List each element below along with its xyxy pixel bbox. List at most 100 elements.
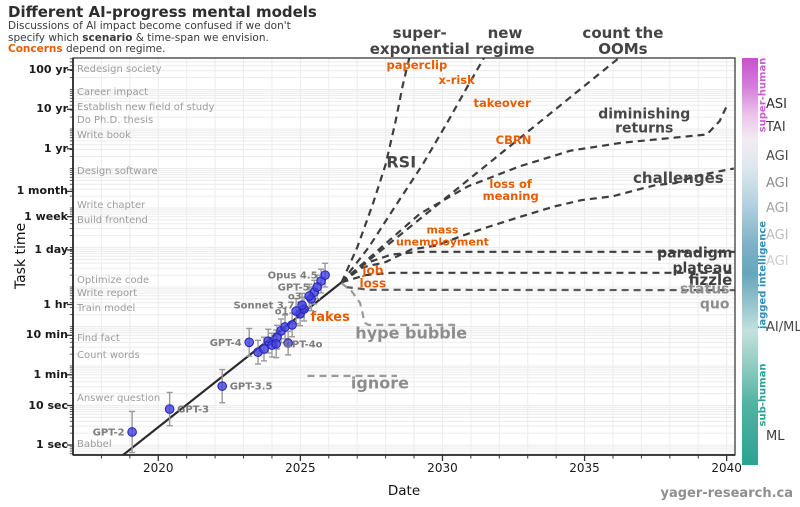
subtitle-segment: depend on regime.: [62, 43, 166, 55]
axis-ticks: [67, 58, 728, 461]
scenario-line-challenges: [340, 167, 735, 284]
data-point-gpt-5: [312, 282, 322, 292]
gridlines: [73, 58, 735, 455]
annotation: status quo: [680, 281, 730, 313]
data-point: [259, 344, 269, 354]
subtitle-segment: & time-span we envision.: [132, 31, 269, 44]
y-tick-label: 1 sec: [35, 438, 68, 451]
subtitle-segment: specify which: [8, 31, 83, 44]
y-tick-label: 1 month: [16, 184, 68, 198]
scenario-line-status-quo: [345, 285, 735, 292]
scenario-line-super-exponential: [340, 58, 411, 283]
annotation: challenges: [633, 169, 724, 188]
band-label: AGI: [766, 227, 789, 243]
intelligence-colorbar: [742, 58, 758, 465]
model-label-o3: o3: [288, 292, 302, 303]
model-label-gpt-3: GPT-3: [177, 405, 209, 416]
data-point-gpt-2: [127, 427, 137, 437]
x-tick-label: 2020: [142, 461, 174, 475]
band-label: AI/ML: [766, 319, 800, 335]
task-label: Establish new field of study: [77, 101, 215, 113]
y-axis-label: Task time: [13, 222, 29, 290]
chart-subtitle-line: specify which scenario & time-span we en…: [8, 31, 269, 45]
band-label: AGI: [766, 253, 789, 269]
scenario-line-hype-bubble: [340, 282, 456, 326]
task-label: Train model: [77, 303, 136, 315]
x-tick-label: 2035: [569, 461, 600, 475]
annotation: fizzle: [688, 271, 733, 290]
scenario-line-new-regime: [340, 58, 486, 283]
x-tick-label: 2025: [285, 461, 316, 475]
regime-label: count the OOMs: [582, 24, 664, 59]
task-label: Write chapter: [77, 199, 146, 211]
y-tick-label: 1 day: [34, 242, 68, 256]
task-label: Optimize code: [77, 275, 150, 287]
annotation: fakes: [310, 310, 350, 326]
annotation: paradigm plateau: [657, 245, 733, 277]
subtitle-segment: Concerns: [8, 43, 63, 55]
scenario-curves: [121, 58, 735, 455]
task-label: Career impact: [77, 86, 149, 98]
annotation: RSI: [386, 152, 417, 172]
task-label: Design software: [77, 166, 158, 178]
subtitle-segment: scenario: [82, 31, 133, 44]
annotation: paperclip: [386, 57, 448, 72]
annotation: job loss: [359, 263, 387, 291]
task-label: Do Ph.D. thesis: [77, 114, 154, 126]
x-tick-label: 2030: [427, 461, 458, 475]
scenario-line-count-the-ooms: [340, 58, 621, 284]
annotation: takeover: [473, 95, 531, 110]
task-label: Write report: [77, 287, 138, 299]
annotation: loss of meaning: [482, 177, 539, 204]
y-tick-label: 1 yr: [43, 141, 68, 155]
band-bar-text: jagged intelligence: [757, 220, 769, 329]
data-point-gpt-4: [244, 337, 255, 348]
data-point: [287, 320, 297, 330]
band-label: AGI: [766, 148, 789, 164]
annotation: CBRN: [495, 132, 532, 147]
task-label: Write book: [77, 129, 131, 141]
data-point-sonnet-3-7: [297, 300, 307, 310]
band-label: AGI: [766, 176, 789, 192]
model-label-gpt-3-5: GPT-3.5: [230, 382, 273, 393]
task-label: Find fact: [77, 332, 120, 344]
data-point-gpt-3-5: [217, 381, 228, 391]
watermark: yager-research.ca: [660, 486, 793, 501]
y-tick-label: 10 sec: [28, 398, 68, 412]
data-point-gpt-3: [164, 404, 175, 414]
model-label-opus-4-5: Opus 4.5: [268, 271, 318, 282]
model-label-gpt-4: GPT-4: [210, 338, 242, 349]
y-tick-label: 10 yr: [36, 102, 68, 116]
scenario-line-diminishing-returns: [340, 102, 730, 284]
task-label: Answer question: [77, 392, 161, 404]
task-label: Babbel: [77, 438, 112, 450]
model-label-gpt-4o: GPT-4o: [284, 339, 323, 350]
band-label: ML: [766, 428, 785, 444]
data-point-gpt-4o: [271, 339, 282, 349]
chart-subtitle-line: Discussions of AI impact become confused…: [8, 20, 291, 33]
model-label-sonnet-3-7: Sonnet 3.7: [233, 301, 294, 312]
subtitle-segment: Discussions of AI impact become confused…: [8, 20, 291, 32]
band-label: TAI: [766, 120, 786, 135]
regime-label: super- exponential: [369, 24, 470, 59]
chart-title: Different AI-progress mental models: [8, 3, 317, 21]
data-point: [283, 338, 293, 348]
annotation: x-risk: [438, 72, 475, 87]
band-label: ASI: [766, 96, 787, 112]
x-axis-label: Date: [387, 483, 421, 499]
y-tick-label: 1 week: [24, 209, 68, 223]
chart-subtitle-line: Concerns depend on regime.: [8, 43, 166, 56]
annotation: mass unemployment: [395, 224, 489, 249]
model-label-gpt-2: GPT-2: [93, 427, 125, 438]
data-point-o3: [304, 291, 314, 301]
scenario-line-fizzle: [341, 271, 735, 284]
data-point-o1: [291, 306, 301, 316]
y-tick-label: 1 min: [33, 367, 68, 381]
x-tick-label: 2040: [711, 461, 742, 475]
annotation: diminishing returns: [598, 106, 691, 137]
model-label-o1: o1: [275, 307, 289, 318]
task-label: Build frontend: [77, 215, 148, 227]
